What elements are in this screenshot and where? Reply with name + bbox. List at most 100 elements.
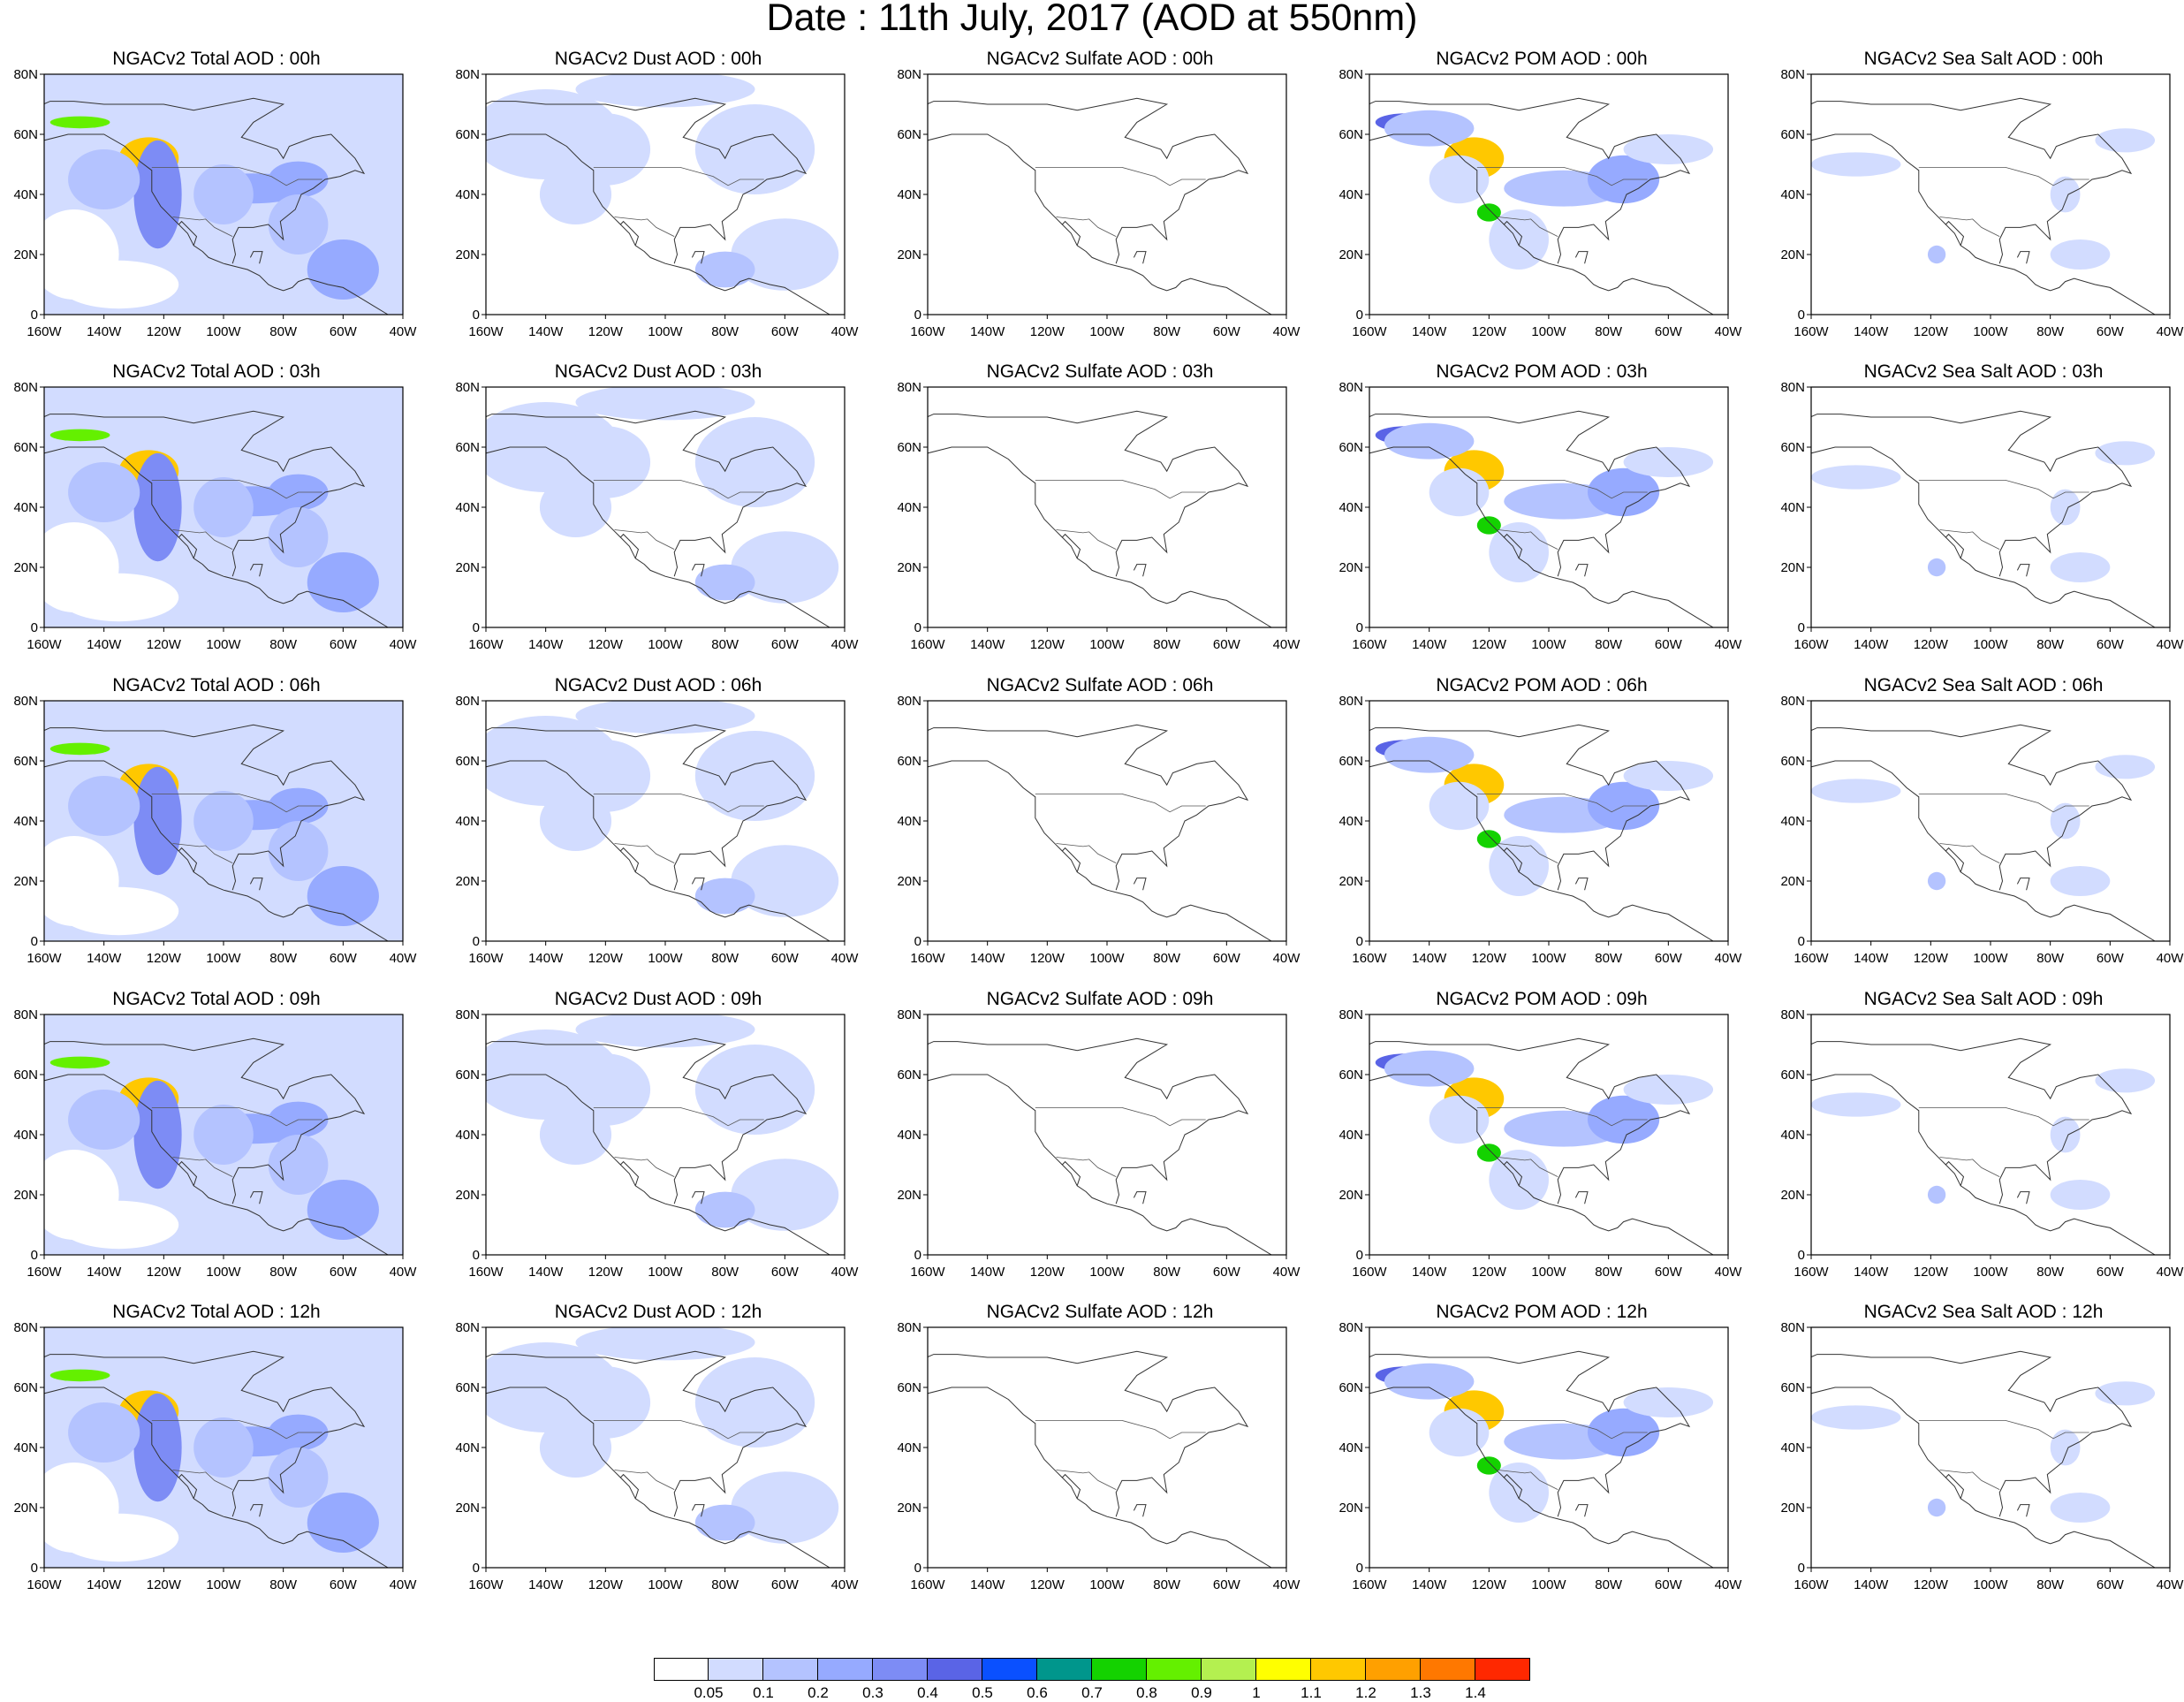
coastline [1811, 760, 2156, 941]
panel-title: NGACv2 Dust AOD : 00h [554, 49, 762, 69]
coastline [2016, 878, 2030, 891]
map-panel-seasalt: NGACv2 Sea Salt AOD : 12h 80N 60N 40N 20N 0 16… [1776, 1301, 2184, 1601]
lat-tick-label: 0 [1356, 308, 1363, 323]
coastline [1133, 1191, 1147, 1204]
country-border [1476, 1107, 1648, 1127]
lat-tick-label: 20N [13, 1188, 38, 1203]
lon-tick-label: 80W [1153, 637, 1181, 652]
panel-title: NGACv2 Sea Salt AOD : 06h [1863, 675, 2104, 695]
lon-tick-label: 40W [1273, 324, 1301, 339]
lon-tick-label: 40W [2157, 951, 2184, 966]
lon-tick-label: 140W [1412, 1265, 1447, 1280]
coastline [44, 1350, 366, 1517]
lon-tick-label: 100W [1089, 951, 1125, 966]
map-panel-pom: NGACv2 POM AOD : 03h 80N 60N 40N 20N 0 160W 140… [1334, 361, 1749, 661]
lon-tick-label: 120W [1030, 1577, 1065, 1592]
lon-tick-label: 60W [330, 1265, 358, 1280]
lat-tick-label: 20N [1338, 560, 1363, 575]
lon-tick-label: 120W [1472, 1577, 1507, 1592]
lat-tick-label: 0 [1798, 934, 1805, 949]
aod-plume [1927, 1185, 1946, 1204]
lat-tick-label: 60N [13, 440, 38, 455]
lat-tick-label: 40N [897, 1440, 921, 1455]
lat-tick-label: 0 [473, 1561, 480, 1576]
panel-title: NGACv2 Total AOD : 03h [112, 361, 321, 382]
lat-tick-label: 40N [1338, 500, 1363, 515]
colorbar-label: 1.2 [1355, 1684, 1376, 1701]
coastline [619, 220, 640, 246]
lat-tick-label: 80N [455, 67, 480, 82]
lon-tick-label: 80W [2036, 637, 2065, 652]
lat-tick-label: 20N [1338, 247, 1363, 262]
coastline [249, 1191, 263, 1204]
lon-tick-label: 160W [1793, 637, 1829, 652]
coastline [619, 847, 640, 872]
map-panel-total: NGACv2 Total AOD : 00h 80N 60N 40N 20N 0 160W 1… [9, 48, 424, 348]
lon-tick-label: 100W [1089, 1265, 1125, 1280]
lon-tick-label: 140W [1412, 637, 1447, 652]
map-panel-dust: NGACv2 Dust AOD : 03h 80N 60N 40N 20N 0 160W 14… [451, 361, 866, 661]
colorbar-label: 0.1 [753, 1684, 774, 1701]
aod-plume [133, 140, 182, 249]
aod-plume [49, 742, 110, 756]
lon-tick-label: 80W [2036, 1265, 2065, 1280]
coastline [1945, 220, 1965, 246]
lon-tick-label: 80W [2036, 1577, 2065, 1592]
lat-tick-label: 80N [1780, 1320, 1805, 1335]
coastline [928, 446, 1272, 627]
lat-tick-label: 0 [1356, 1561, 1363, 1576]
lat-tick-label: 60N [455, 440, 480, 455]
aod-field-background [928, 701, 1286, 941]
country-border [1056, 1470, 1117, 1490]
aod-plume [1476, 203, 1501, 222]
lon-tick-label: 140W [87, 637, 122, 652]
lon-tick-label: 40W [2157, 1577, 2184, 1592]
panel-title: NGACv2 Sea Salt AOD : 12h [1863, 1302, 2104, 1322]
lon-tick-label: 60W [771, 1265, 800, 1280]
aod-plume [49, 116, 110, 129]
lon-tick-label: 120W [1030, 1265, 1065, 1280]
lat-tick-label: 20N [13, 1501, 38, 1516]
lon-tick-label: 120W [588, 1577, 624, 1592]
aod-plume [268, 1135, 329, 1195]
lat-tick-label: 0 [1798, 1561, 1805, 1576]
lat-tick-label: 20N [1780, 874, 1805, 889]
country-border [1056, 1157, 1117, 1177]
lat-tick-label: 0 [1356, 1248, 1363, 1263]
lat-tick-label: 40N [13, 1128, 38, 1143]
lat-tick-label: 80N [455, 380, 480, 395]
aod-plume [1623, 761, 1714, 791]
lon-tick-label: 140W [1854, 1577, 1889, 1592]
lat-tick-label: 0 [31, 620, 38, 635]
lat-tick-label: 80N [13, 67, 38, 82]
lon-tick-label: 100W [1531, 1265, 1566, 1280]
aod-plume [1384, 1050, 1475, 1087]
lon-tick-label: 120W [1914, 1577, 1949, 1592]
coastline [2016, 1191, 2030, 1204]
coastline [1811, 97, 2133, 264]
lat-tick-label: 20N [1338, 1501, 1363, 1516]
lat-tick-label: 40N [897, 1128, 921, 1143]
lon-tick-label: 40W [831, 324, 860, 339]
country-border [1939, 1470, 2000, 1490]
aod-plume [193, 1105, 254, 1165]
coastline [1061, 533, 1081, 558]
coastline [1369, 97, 1691, 264]
aod-field-background [928, 387, 1286, 627]
colorbar-swatch [1092, 1658, 1147, 1681]
aod-plume [1429, 1408, 1490, 1457]
lat-tick-label: 0 [1798, 1248, 1805, 1263]
colorbar-label: 0.9 [1191, 1684, 1212, 1701]
colorbar-label: 0.3 [862, 1684, 883, 1701]
lon-tick-label: 80W [711, 637, 739, 652]
country-border [593, 167, 764, 186]
lon-tick-label: 80W [711, 1577, 739, 1592]
lat-tick-label: 80N [1338, 1007, 1363, 1022]
aod-plume [193, 477, 254, 537]
lon-tick-label: 140W [1412, 951, 1447, 966]
colorbar-swatch [1256, 1658, 1311, 1681]
aod-plume [68, 149, 140, 209]
country-border [172, 1157, 233, 1177]
